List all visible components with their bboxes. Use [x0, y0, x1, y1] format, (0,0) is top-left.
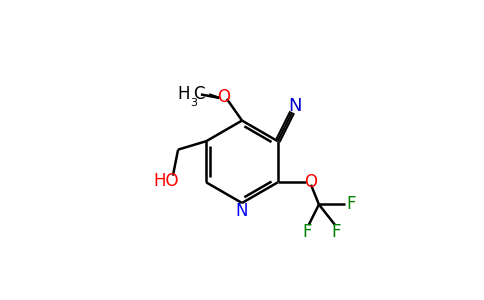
Text: HO: HO [154, 172, 179, 190]
Text: N: N [289, 97, 302, 115]
Text: 3: 3 [190, 98, 197, 108]
Text: O: O [217, 88, 230, 106]
Text: F: F [302, 223, 312, 241]
Text: N: N [236, 202, 248, 220]
Text: F: F [346, 196, 355, 214]
Text: F: F [332, 223, 341, 241]
Text: C: C [193, 85, 205, 103]
Text: O: O [304, 173, 318, 191]
Text: H: H [178, 85, 190, 103]
